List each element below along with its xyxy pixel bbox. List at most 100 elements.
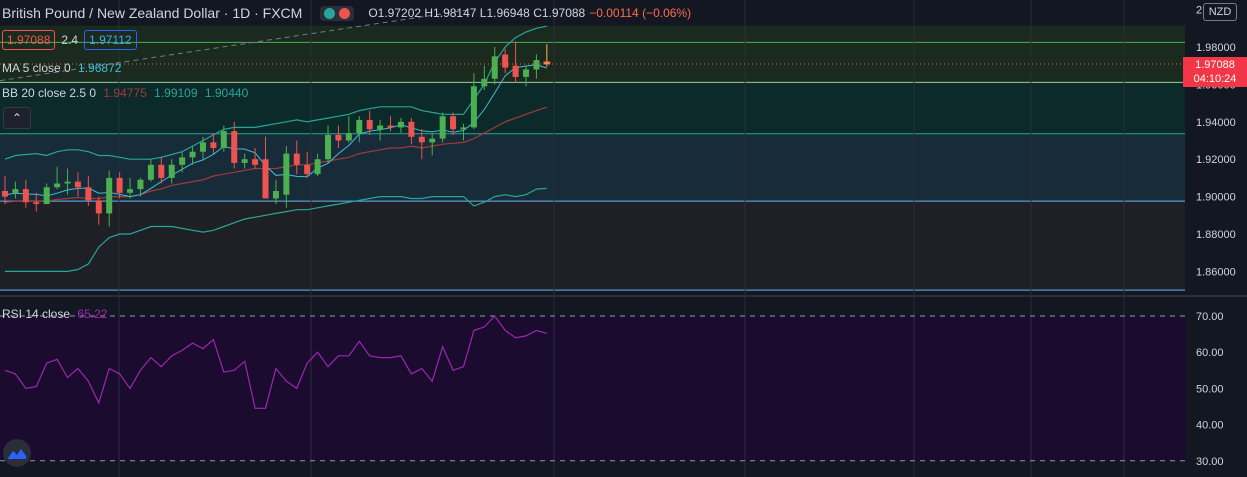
candle-body bbox=[397, 121, 404, 128]
candle-body bbox=[168, 164, 175, 178]
zone-band-top bbox=[0, 25, 1185, 83]
ma-value: 1.96872 bbox=[78, 61, 122, 75]
bb-upper-value: 1.99109 bbox=[154, 86, 198, 100]
candle-body bbox=[199, 142, 206, 152]
price-axis-bg bbox=[1185, 0, 1247, 296]
zone-band-middle bbox=[0, 133, 1185, 202]
rsi-tick-label: 60.00 bbox=[1196, 347, 1224, 359]
zone-band-upper bbox=[0, 82, 1185, 134]
change-value: −0.00114 (−0.06%) bbox=[589, 6, 692, 20]
candle-body bbox=[158, 164, 165, 178]
candle-body bbox=[387, 125, 394, 128]
candle-body bbox=[252, 159, 259, 165]
candle-body bbox=[189, 151, 196, 158]
chart-header: British Pound / New Zealand Dollar · 1D … bbox=[0, 2, 691, 24]
candle-body bbox=[179, 157, 186, 165]
rsi-line bbox=[4, 315, 547, 409]
candle-body bbox=[460, 127, 467, 130]
bb-basis-line bbox=[4, 106, 547, 203]
candle-body bbox=[366, 119, 373, 130]
candle-body bbox=[12, 189, 19, 193]
candle-body bbox=[262, 159, 269, 199]
bb-lower-value: 1.90440 bbox=[204, 86, 249, 100]
ohlc-readout: O1.97202 H1.98147 L1.96948 C1.97088 bbox=[368, 6, 585, 20]
tradingview-logo-icon[interactable] bbox=[3, 439, 31, 467]
candle-body bbox=[481, 78, 488, 87]
high-value: H1.98147 bbox=[424, 6, 477, 20]
candle-body bbox=[543, 61, 551, 65]
candle-body bbox=[283, 153, 290, 195]
trend-line bbox=[0, 9, 471, 82]
bb-lower-line bbox=[5, 187, 547, 272]
zone-band-lower bbox=[0, 201, 1185, 291]
ma-line bbox=[4, 64, 547, 198]
candle-body bbox=[147, 164, 154, 180]
chevron-up-icon: ⌃ bbox=[11, 111, 23, 125]
open-value: O1.97202 bbox=[368, 6, 422, 20]
rsi-band bbox=[0, 316, 1185, 461]
last-price-label: 1.97088 04:10:24 bbox=[1183, 57, 1247, 87]
candle-body bbox=[408, 121, 415, 137]
candle-body bbox=[22, 189, 29, 203]
candle-body bbox=[533, 60, 540, 70]
price-tick-label: 1.98000 bbox=[1196, 42, 1236, 54]
candle-body bbox=[502, 54, 509, 68]
rsi-value: 65.22 bbox=[77, 307, 108, 321]
close-value: C1.97088 bbox=[533, 6, 586, 20]
candle-body bbox=[43, 187, 50, 205]
price-tick-label: 1.88000 bbox=[1196, 229, 1236, 241]
candle-body bbox=[314, 159, 321, 175]
candle-body bbox=[470, 86, 477, 128]
sell-price-button[interactable]: 1.97088 bbox=[2, 30, 56, 50]
bb-label: BB 20 close 2.5 0 bbox=[2, 86, 97, 100]
candle-body bbox=[231, 131, 238, 163]
candle-body bbox=[116, 177, 123, 193]
candle-body bbox=[74, 181, 81, 188]
rsi-tick-label: 50.00 bbox=[1196, 383, 1224, 395]
price-tick-label: 1.92000 bbox=[1196, 154, 1236, 166]
data-flag-icon bbox=[339, 7, 351, 19]
candle-body bbox=[95, 200, 102, 214]
trade-panel: 1.97088 2.4 1.97112 bbox=[2, 30, 137, 50]
rsi-label: RSI 14 close bbox=[2, 307, 71, 321]
price-tick-label: 2 bbox=[1196, 5, 1202, 17]
rsi-legend[interactable]: RSI 14 close 65.22 bbox=[2, 307, 107, 321]
candle-body bbox=[335, 134, 342, 141]
ma-label: MA 5 close 0 bbox=[2, 61, 71, 75]
symbol-title[interactable]: British Pound / New Zealand Dollar · 1D … bbox=[2, 5, 303, 21]
bb-upper-line bbox=[4, 25, 547, 160]
candle-body bbox=[418, 136, 425, 143]
candle-body bbox=[491, 56, 498, 79]
candle-body bbox=[210, 142, 217, 148]
candle-body bbox=[137, 179, 144, 190]
market-open-icon bbox=[324, 7, 336, 19]
candles-group bbox=[2, 41, 551, 227]
spread-value: 2.4 bbox=[61, 33, 79, 47]
candle-body bbox=[345, 133, 352, 141]
candle-body bbox=[450, 116, 457, 130]
buy-price-button[interactable]: 1.97112 bbox=[84, 30, 137, 50]
price-tick-label: 1.86000 bbox=[1196, 266, 1236, 278]
low-value: L1.96948 bbox=[479, 6, 530, 20]
rsi-tick-label: 30.00 bbox=[1196, 456, 1224, 468]
candle-body bbox=[54, 183, 61, 188]
last-price-value: 1.97088 bbox=[1195, 59, 1235, 71]
candle-body bbox=[127, 189, 134, 193]
candle-body bbox=[33, 202, 40, 205]
candle-body bbox=[293, 153, 300, 165]
bb-basis-value: 1.94775 bbox=[103, 86, 147, 100]
currency-badge[interactable]: NZD bbox=[1203, 3, 1237, 21]
candle-body bbox=[220, 131, 227, 148]
ma-legend[interactable]: MA 5 close 0 1.96872 bbox=[2, 61, 121, 75]
rsi-axis-bg bbox=[1185, 298, 1247, 477]
status-dots bbox=[320, 5, 355, 21]
candle-body bbox=[439, 116, 446, 139]
candle-body bbox=[356, 119, 363, 134]
price-tick-label: 1.90000 bbox=[1196, 192, 1236, 204]
collapse-legend-button[interactable]: ⌃ bbox=[3, 107, 31, 129]
bar-countdown: 04:10:24 bbox=[1193, 73, 1237, 85]
candle-body bbox=[106, 177, 113, 214]
candle-body bbox=[2, 190, 8, 197]
bb-legend[interactable]: BB 20 close 2.5 0 1.94775 1.99109 1.9044… bbox=[2, 86, 248, 100]
